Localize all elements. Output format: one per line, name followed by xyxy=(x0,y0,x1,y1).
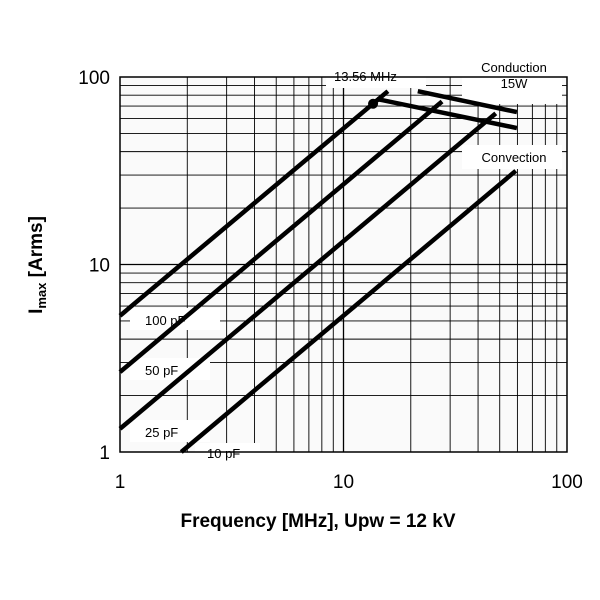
y-tick-label: 1 xyxy=(99,443,110,464)
series-line-10-pf xyxy=(179,169,518,454)
label-background xyxy=(462,145,562,169)
series-line-25-pf xyxy=(118,111,498,431)
y-axis-label: Imax [Arms] xyxy=(26,216,49,314)
series-label: 10 pF xyxy=(207,446,240,461)
x-axis-label: Frequency [MHz], Upw = 12 kV xyxy=(180,511,455,532)
label-backgrounds xyxy=(130,58,562,461)
y-tick-label: 10 xyxy=(89,256,110,277)
series-label: 50 pF xyxy=(145,363,178,378)
series-line-50-pf xyxy=(118,99,444,374)
series-line-conduction-15w xyxy=(417,88,518,115)
marker-dot xyxy=(368,98,379,109)
x-tick-label: 100 xyxy=(551,472,583,493)
x-tick-label: 1 xyxy=(115,472,126,493)
series-label: 25 pF xyxy=(145,425,178,440)
annotation-conduction: Conduction xyxy=(481,60,547,75)
label-background xyxy=(462,58,562,104)
annotation-conduction-power: 15W xyxy=(501,76,528,91)
annotations: 100 pF 50 pF 25 pF 10 pF 13.56 MHz Conduction… xyxy=(145,60,547,461)
series-line-100-pf xyxy=(118,89,390,318)
annotation-frequency: 13.56 MHz xyxy=(334,69,397,84)
series xyxy=(118,88,518,454)
label-background xyxy=(130,308,220,330)
annotation-convection: Convection xyxy=(481,150,546,165)
label-background xyxy=(130,358,210,380)
y-tick-label: 100 xyxy=(78,68,110,89)
label-background xyxy=(130,420,210,442)
grid xyxy=(120,77,567,452)
x-tick-label: 10 xyxy=(333,472,354,493)
series-label: 100 pF xyxy=(145,313,186,328)
plot-frame xyxy=(119,76,568,453)
series-line-convection xyxy=(376,96,518,131)
tick-labels: 1 10 100 1 10 100 xyxy=(78,68,583,493)
label-background xyxy=(326,64,426,88)
